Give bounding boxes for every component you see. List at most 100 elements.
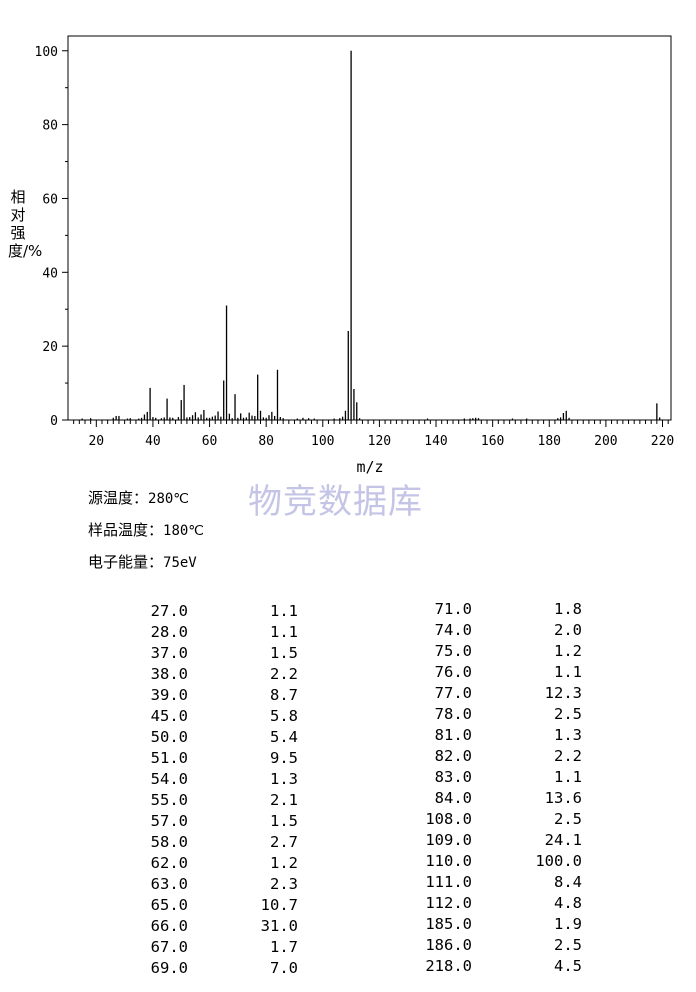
intensity-value: 1.8 (554, 600, 582, 618)
intensity-value: 10.7 (260, 896, 298, 914)
mz-value: 112.0 (425, 894, 472, 912)
intensity-value: 2.7 (270, 833, 298, 851)
condition-electron-energy: 电子能量：75eV (88, 551, 197, 572)
intensity-value: 2.0 (554, 621, 582, 639)
x-tick-label: 60 (202, 434, 218, 449)
intensity-value: 1.5 (270, 644, 298, 662)
x-tick-label: 180 (538, 434, 561, 449)
mz-value: 65.0 (150, 896, 188, 914)
mz-value: 62.0 (150, 854, 188, 872)
intensity-value: 8.4 (554, 873, 582, 891)
mz-value: 45.0 (150, 707, 188, 725)
x-tick-label: 120 (368, 434, 391, 449)
mz-value: 67.0 (150, 938, 188, 956)
intensity-value: 8.7 (270, 686, 298, 704)
x-tick-label: 20 (88, 434, 104, 449)
intensity-value: 7.0 (270, 959, 298, 977)
mz-value: 81.0 (434, 726, 472, 744)
intensity-value: 100.0 (535, 852, 582, 870)
intensity-value: 31.0 (260, 917, 298, 935)
mz-value: 37.0 (150, 644, 188, 662)
y-tick-label: 20 (42, 340, 58, 355)
intensity-value: 1.5 (270, 812, 298, 830)
intensity-value: 2.3 (270, 875, 298, 893)
mz-value: 66.0 (150, 917, 188, 935)
intensity-value: 4.8 (554, 894, 582, 912)
mz-value: 55.0 (150, 791, 188, 809)
mz-value: 57.0 (150, 812, 188, 830)
condition-value: 75eV (163, 555, 197, 571)
y-axis-label: 相对强度/% (8, 188, 43, 260)
x-tick-label: 140 (424, 434, 447, 449)
intensity-value: 2.5 (554, 705, 582, 723)
y-tick-label: 80 (42, 119, 58, 134)
intensity-value: 4.5 (554, 957, 582, 975)
intensity-value: 1.2 (270, 854, 298, 872)
condition-label: 源温度： (88, 489, 149, 507)
x-tick-label: 100 (311, 434, 334, 449)
y-tick-label: 40 (42, 266, 58, 281)
mz-value: 69.0 (150, 959, 188, 977)
mz-value: 58.0 (150, 833, 188, 851)
peak-series (81, 50, 661, 420)
intensity-value: 2.5 (554, 936, 582, 954)
plot-frame (67, 35, 672, 421)
intensity-value: 1.1 (554, 663, 582, 681)
intensity-value: 1.1 (270, 623, 298, 641)
mz-value: 84.0 (434, 789, 472, 807)
mz-value: 110.0 (425, 852, 472, 870)
mz-value: 74.0 (434, 621, 472, 639)
condition-value: 180℃ (163, 523, 205, 539)
mz-value: 54.0 (150, 770, 188, 788)
mz-value: 108.0 (425, 810, 472, 828)
mz-value: 76.0 (434, 663, 472, 681)
intensity-value: 1.1 (554, 768, 582, 786)
y-tick-label: 100 (35, 45, 58, 60)
mz-value: 38.0 (150, 665, 188, 683)
y-tick-label: 0 (50, 414, 58, 429)
intensity-value: 9.5 (270, 749, 298, 767)
condition-label: 电子能量： (88, 553, 164, 571)
intensity-value: 2.2 (270, 665, 298, 683)
intensity-value: 1.1 (270, 602, 298, 620)
x-tick-label: 220 (651, 434, 674, 449)
intensity-value: 2.5 (554, 810, 582, 828)
intensity-value: 1.2 (554, 642, 582, 660)
mz-value: 78.0 (434, 705, 472, 723)
mz-value: 75.0 (434, 642, 472, 660)
condition-sample-temp: 样品温度：180℃ (88, 519, 204, 540)
intensity-value: 2.2 (554, 747, 582, 765)
mz-value: 51.0 (150, 749, 188, 767)
mz-value: 27.0 (150, 602, 188, 620)
intensity-value: 1.9 (554, 915, 582, 933)
y-tick-label: 60 (42, 192, 58, 207)
mz-value: 186.0 (425, 936, 472, 954)
mz-value: 109.0 (425, 831, 472, 849)
watermark-text: 物竞数据库 (248, 482, 423, 522)
y-axis: 0 20 40 60 80 100 (35, 45, 68, 429)
intensity-value: 5.4 (270, 728, 298, 746)
mz-value: 50.0 (150, 728, 188, 746)
mz-value: 218.0 (425, 957, 472, 975)
mz-value: 28.0 (150, 623, 188, 641)
intensity-value: 12.3 (544, 684, 582, 702)
intensity-value: 13.6 (544, 789, 582, 807)
mz-value: 77.0 (434, 684, 472, 702)
mz-value: 63.0 (150, 875, 188, 893)
x-tick-label: 40 (145, 434, 161, 449)
intensity-value: 24.1 (544, 831, 582, 849)
mz-value: 111.0 (425, 873, 472, 891)
mz-value: 83.0 (434, 768, 472, 786)
intensity-value: 1.3 (554, 726, 582, 744)
x-axis-label: m/z (356, 458, 384, 476)
mz-value: 82.0 (434, 747, 472, 765)
condition-source-temp: 源温度：280℃ (88, 487, 189, 508)
condition-value: 280℃ (148, 491, 190, 507)
intensity-value: 2.1 (270, 791, 298, 809)
x-tick-label: 80 (258, 434, 274, 449)
condition-label: 样品温度： (88, 521, 164, 539)
mz-value: 71.0 (434, 600, 472, 618)
x-axis: 20 40 60 80 100 120 140 160 180 200 220 (73, 420, 674, 449)
x-tick-label: 160 (481, 434, 504, 449)
